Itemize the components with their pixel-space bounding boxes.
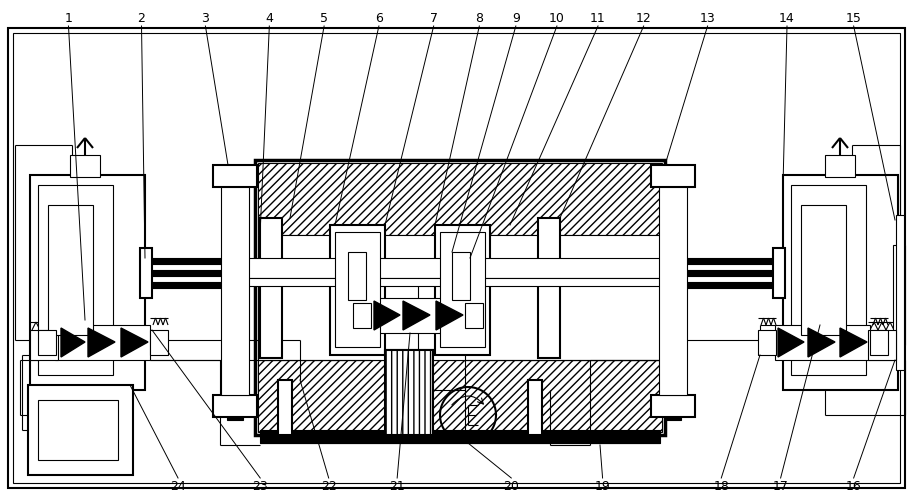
- Text: 18: 18: [713, 479, 729, 492]
- Bar: [278, 380, 292, 435]
- Bar: [538, 218, 560, 358]
- Text: 11: 11: [590, 12, 606, 25]
- Text: 1: 1: [65, 12, 72, 25]
- Polygon shape: [61, 328, 85, 357]
- Bar: [651, 395, 695, 417]
- Text: 4: 4: [266, 12, 273, 25]
- Text: 20: 20: [503, 479, 519, 492]
- Bar: [150, 330, 168, 355]
- Text: 3: 3: [202, 12, 209, 25]
- Bar: [893, 245, 905, 345]
- Text: 17: 17: [772, 479, 789, 492]
- Bar: [255, 160, 665, 435]
- Bar: [145, 270, 240, 276]
- Bar: [680, 282, 775, 288]
- Text: 13: 13: [699, 12, 716, 25]
- Text: 23: 23: [252, 479, 268, 492]
- Text: 14: 14: [779, 12, 795, 25]
- Text: 16: 16: [845, 479, 862, 492]
- Bar: [659, 187, 687, 395]
- Bar: [353, 303, 371, 328]
- Bar: [825, 155, 855, 177]
- Bar: [370, 298, 465, 333]
- Bar: [680, 258, 775, 264]
- Bar: [440, 232, 485, 347]
- Bar: [258, 360, 662, 432]
- Bar: [896, 215, 904, 370]
- Bar: [145, 282, 240, 288]
- Bar: [213, 165, 257, 187]
- Bar: [28, 385, 133, 475]
- Bar: [651, 165, 695, 187]
- Polygon shape: [88, 328, 115, 357]
- Bar: [791, 185, 866, 375]
- Text: 8: 8: [476, 12, 483, 25]
- Bar: [335, 232, 380, 347]
- Bar: [38, 330, 56, 355]
- Text: 19: 19: [594, 479, 611, 492]
- Bar: [435, 225, 490, 355]
- Bar: [145, 258, 240, 264]
- Bar: [452, 252, 470, 300]
- Bar: [30, 175, 145, 390]
- Text: 15: 15: [845, 12, 862, 25]
- Text: 6: 6: [375, 12, 383, 25]
- Polygon shape: [840, 328, 867, 357]
- Bar: [465, 303, 483, 328]
- Bar: [783, 175, 898, 390]
- Bar: [385, 350, 433, 435]
- Bar: [260, 440, 660, 443]
- Bar: [240, 278, 680, 286]
- Bar: [348, 252, 366, 300]
- Text: 7: 7: [430, 12, 437, 25]
- Text: 9: 9: [512, 12, 519, 25]
- Text: 5: 5: [320, 12, 328, 25]
- Text: 24: 24: [170, 479, 186, 492]
- Polygon shape: [403, 301, 430, 330]
- Bar: [258, 235, 662, 360]
- Bar: [330, 225, 385, 355]
- Text: 10: 10: [549, 12, 565, 25]
- Bar: [665, 165, 681, 420]
- Bar: [758, 330, 776, 355]
- Polygon shape: [778, 328, 804, 357]
- Bar: [260, 218, 282, 358]
- Text: 21: 21: [389, 479, 405, 492]
- Polygon shape: [436, 301, 463, 330]
- Text: 22: 22: [320, 479, 337, 492]
- Bar: [38, 185, 113, 375]
- Bar: [38, 400, 118, 460]
- Bar: [260, 430, 660, 440]
- Bar: [258, 163, 662, 235]
- Polygon shape: [374, 301, 400, 330]
- Bar: [868, 330, 896, 360]
- Bar: [55, 325, 150, 360]
- Bar: [13, 33, 900, 483]
- Bar: [140, 248, 152, 298]
- Bar: [240, 258, 680, 278]
- Bar: [773, 248, 785, 298]
- Bar: [213, 395, 257, 417]
- Bar: [30, 330, 58, 360]
- Bar: [801, 205, 846, 335]
- Bar: [48, 205, 93, 335]
- Text: 12: 12: [635, 12, 652, 25]
- Bar: [528, 380, 542, 435]
- Bar: [775, 325, 870, 360]
- Polygon shape: [121, 328, 148, 357]
- Bar: [680, 270, 775, 276]
- Bar: [870, 330, 888, 355]
- Bar: [221, 187, 249, 395]
- Bar: [227, 165, 243, 420]
- Text: 2: 2: [138, 12, 145, 25]
- Polygon shape: [808, 328, 835, 357]
- Bar: [70, 155, 100, 177]
